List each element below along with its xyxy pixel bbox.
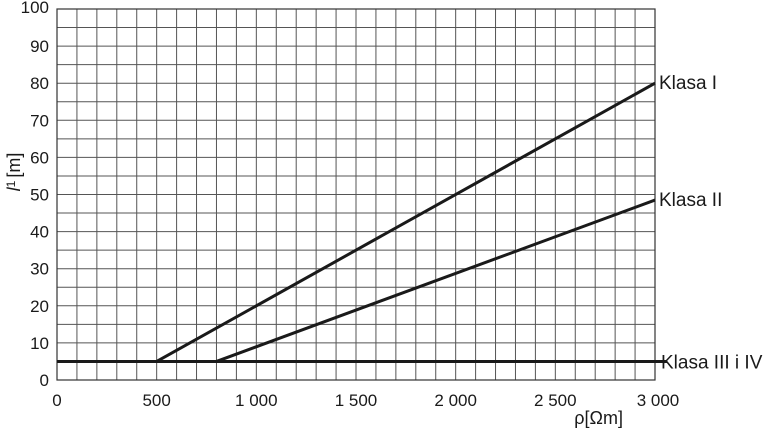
series-labels: Klasa I Klasa II Klasa III i IV	[659, 73, 763, 373]
y-tick-label: 80	[30, 74, 49, 93]
series-label-1: Klasa I	[659, 73, 717, 94]
x-axis-title: ρ[Ωm]	[574, 408, 623, 428]
y-axis-title-subscript: 1	[4, 180, 18, 187]
y-tick-label: 0	[40, 371, 49, 390]
grid	[57, 9, 655, 380]
x-tick-label: 2 500	[534, 391, 577, 410]
x-tick-label: 3 000	[637, 391, 680, 410]
y-tick-label: 20	[30, 297, 49, 316]
y-axis-title-unit: [m]	[4, 153, 24, 178]
y-tick-label: 30	[30, 260, 49, 279]
y-tick-label: 100	[21, 0, 49, 17]
series-lines	[57, 81, 667, 363]
y-tick-label: 10	[30, 334, 49, 353]
x-tick-label: 0	[52, 391, 61, 410]
series-label-2: Klasa II	[659, 190, 722, 211]
plot-frame	[56, 8, 656, 381]
x-axis-ticks: 0 500 1 000 1 500 2 000 2 500 3 000	[52, 391, 679, 410]
y-tick-label: 90	[30, 37, 49, 56]
series-label-3: Klasa III i IV	[661, 352, 763, 373]
y-axis-ticks: 0 10 20 30 40 50 60 70 80 90 100	[21, 0, 49, 390]
series-line-1	[155, 81, 656, 363]
x-tick-label: 1 500	[335, 391, 378, 410]
x-tick-label: 500	[142, 391, 170, 410]
x-tick-label: 2 000	[434, 391, 477, 410]
y-tick-label: 50	[30, 186, 49, 205]
y-axis-title-main: l	[4, 186, 24, 191]
y-tick-label: 40	[30, 223, 49, 242]
y-axis-title: l1 [m]	[4, 153, 24, 192]
x-tick-label: 1 000	[235, 391, 278, 410]
series-line-2	[215, 198, 656, 363]
y-tick-label: 70	[30, 111, 49, 130]
y-tick-label: 60	[30, 148, 49, 167]
